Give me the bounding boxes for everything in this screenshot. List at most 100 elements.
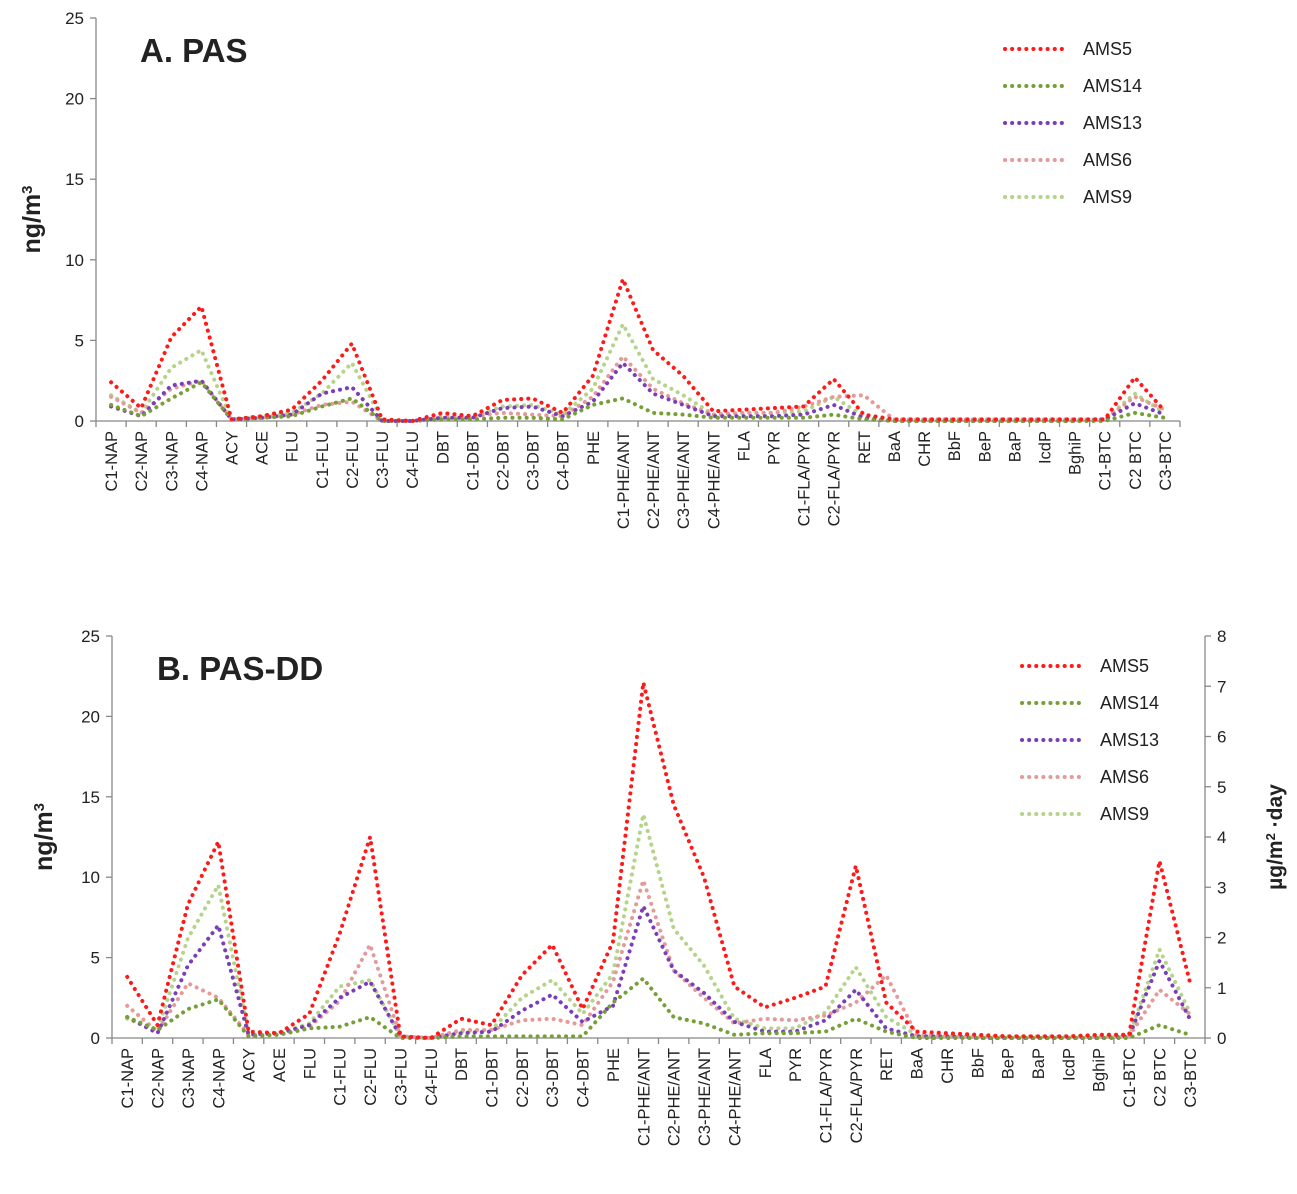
x-category-label: C1-PHE/ANT [635, 1048, 653, 1146]
chart-title: A. PAS [140, 32, 248, 69]
x-category-label: C3-BTC [1157, 431, 1175, 491]
y-tick-label: 15 [65, 170, 84, 189]
x-category-label: ACY [241, 1048, 259, 1082]
x-category-label: C1-BTC [1121, 1048, 1139, 1108]
x-category-label: C3-DBT [525, 431, 543, 491]
y-tick-label: 25 [81, 627, 100, 646]
x-category-label: C2-FLU [362, 1048, 380, 1106]
right-y-tick-label: 6 [1217, 728, 1226, 747]
x-category-label: C4-FLU [423, 1048, 441, 1106]
x-category-label: BaA [909, 1048, 927, 1079]
right-y-tick-label: 4 [1217, 828, 1226, 847]
x-category-label: C2 BTC [1127, 431, 1145, 490]
x-category-label: C3-DBT [544, 1048, 562, 1108]
right-y-tick-label: 8 [1217, 627, 1226, 646]
legend-label-ams13: AMS13 [1100, 730, 1159, 750]
x-category-label: C4-DBT [575, 1048, 593, 1108]
legend-label-ams5: AMS5 [1100, 656, 1149, 676]
x-category-label: PYR [787, 1048, 805, 1082]
x-category-label: FLA [757, 1048, 775, 1078]
y-tick-label: 5 [75, 331, 84, 350]
right-y-tick-label: 2 [1217, 929, 1226, 948]
x-category-label: BaP [1030, 1048, 1048, 1079]
legend-label-ams6: AMS6 [1100, 767, 1149, 787]
series-line-ams6 [125, 878, 1192, 1040]
x-category-label: C2-NAP [133, 431, 151, 492]
x-category-label: C4-PHE/ANT [726, 1048, 744, 1146]
x-category-label: BbF [946, 431, 964, 461]
series-line-ams5 [109, 277, 1167, 423]
legend-label-ams9: AMS9 [1083, 187, 1132, 207]
x-category-label: ACE [271, 1048, 289, 1082]
series-line-ams14 [109, 380, 1167, 423]
x-category-label: C2-FLA/PYR [826, 431, 844, 526]
series-line-ams5 [125, 680, 1192, 1040]
x-category-label: C1-FLU [314, 431, 332, 489]
x-category-label: IcdP [1037, 431, 1055, 464]
x-category-label: C4-FLU [404, 431, 422, 489]
x-category-label: C3-BTC [1182, 1048, 1200, 1108]
right-y-tick-label: 0 [1217, 1029, 1226, 1048]
series-line-ams6 [109, 354, 1167, 423]
x-category-label: C2-FLA/PYR [848, 1048, 866, 1143]
chart-title: B. PAS-DD [157, 650, 323, 687]
x-category-label: C4-NAP [210, 1048, 228, 1109]
x-category-label: FLU [284, 431, 302, 462]
right-y-tick-label: 7 [1217, 677, 1226, 696]
x-category-label: C1-DBT [464, 431, 482, 491]
panel-a-chart: 0 5 10 15 20 25 C1-NAP C2-NAP C3-NAP C4-NAP ACY ACE… [18, 9, 1181, 529]
series-line-ams14 [125, 976, 1192, 1040]
x-category-label: BghiP [1067, 431, 1085, 475]
x-category-label: C4-DBT [555, 431, 573, 491]
x-category-label: C1-NAP [119, 1048, 137, 1109]
x-category-label: C2-DBT [514, 1048, 532, 1108]
x-category-label: PYR [766, 431, 784, 465]
right-y-tick-label: 3 [1217, 878, 1226, 897]
x-category-label: C1-PHE/ANT [615, 431, 633, 529]
x-category-label: BaP [1006, 431, 1024, 462]
y-axis-label: ng/m3 [18, 185, 46, 253]
x-category-label: C2-DBT [495, 431, 513, 491]
right-y-tick-label: 5 [1217, 778, 1226, 797]
y-tick-label: 0 [75, 412, 84, 431]
x-category-label: RET [856, 431, 874, 464]
right-y-axis-label: µg/m2 ·day [1263, 784, 1288, 890]
series-line-ams9 [125, 812, 1192, 1040]
legend-label-ams9: AMS9 [1100, 804, 1149, 824]
x-category-label: C3-PHE/ANT [696, 1048, 714, 1146]
legend-label-ams14: AMS14 [1100, 693, 1159, 713]
x-category-label: C2-FLU [344, 431, 362, 489]
legend-label-ams14: AMS14 [1083, 76, 1142, 96]
x-category-label: ACE [254, 431, 272, 465]
x-category-label: C1-NAP [103, 431, 121, 492]
x-category-label: FLA [735, 431, 753, 461]
x-category-label: PHE [585, 431, 603, 465]
series-line-ams13 [109, 361, 1167, 423]
right-y-tick-label: 1 [1217, 979, 1226, 998]
y-axis-label: ng/m3 [30, 803, 58, 871]
x-category-label: C1-FLA/PYR [817, 1048, 835, 1143]
x-category-label: DBT [434, 431, 452, 464]
x-category-label: FLU [301, 1048, 319, 1079]
x-category-label: C2 BTC [1151, 1048, 1169, 1107]
legend-label-ams13: AMS13 [1083, 113, 1142, 133]
x-category-label: CHR [939, 1048, 957, 1084]
y-tick-label: 5 [91, 949, 100, 968]
x-category-label: C1-FLU [332, 1048, 350, 1106]
y-tick-label: 10 [65, 251, 84, 270]
y-tick-label: 15 [81, 788, 100, 807]
x-category-label: C1-DBT [484, 1048, 502, 1108]
series-line-ams9 [109, 322, 1167, 423]
x-category-label: C1-BTC [1097, 431, 1115, 491]
x-category-label: BbF [969, 1048, 987, 1078]
x-category-label: CHR [916, 431, 934, 467]
x-category-label: C4-PHE/ANT [705, 431, 723, 529]
y-tick-label: 20 [81, 707, 100, 726]
x-category-label: IcdP [1060, 1048, 1078, 1081]
x-category-label: C2-PHE/ANT [666, 1048, 684, 1146]
x-category-label: PHE [605, 1048, 623, 1082]
x-category-label: C3-FLU [392, 1048, 410, 1106]
x-category-label: BghiP [1091, 1048, 1109, 1092]
